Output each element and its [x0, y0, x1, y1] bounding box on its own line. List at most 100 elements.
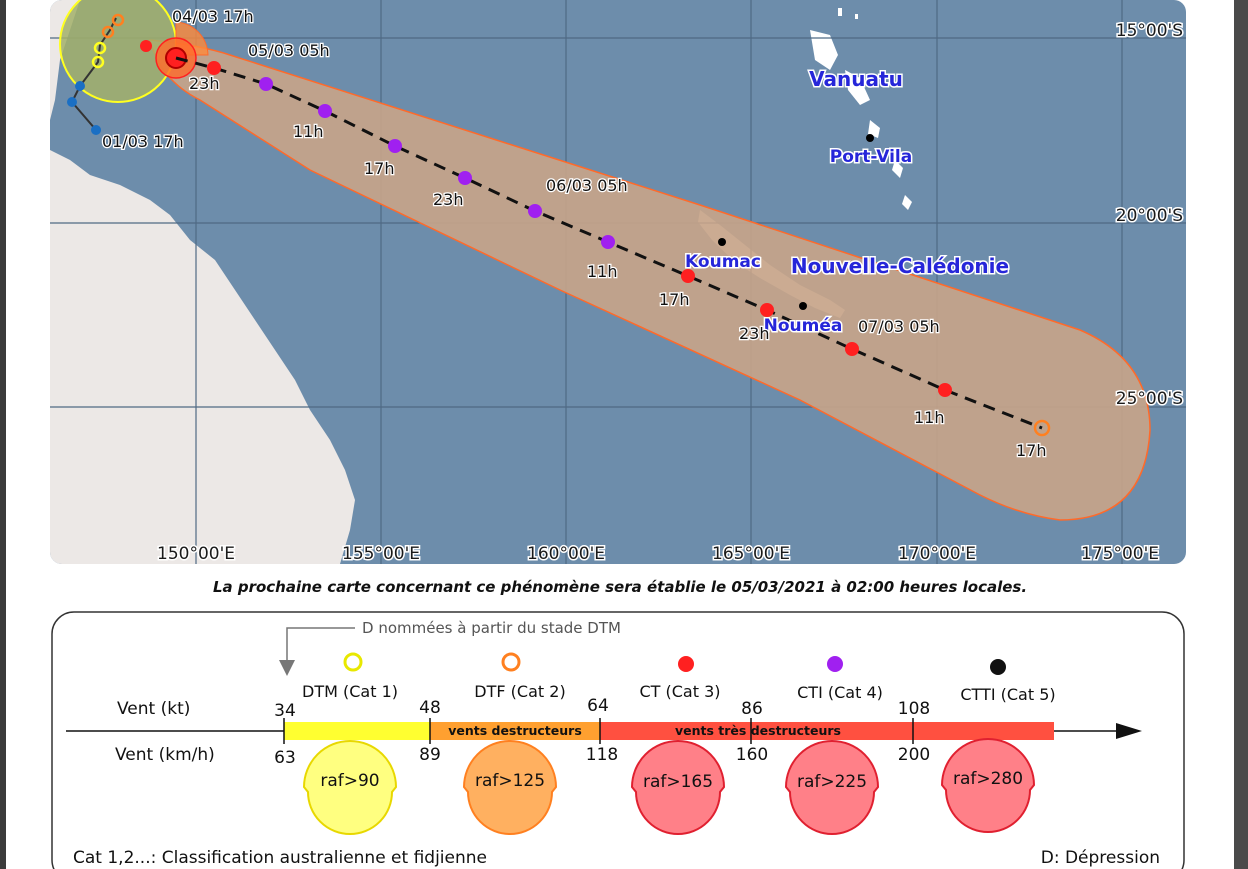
gust-label: raf>165: [643, 772, 713, 792]
past-track-points: [67, 13, 152, 135]
gust-label: raf>280: [953, 769, 1023, 789]
cti-symbol: [318, 104, 332, 118]
track-time-label: 04/03 17h: [172, 7, 254, 26]
track-map: 15°00'S 20°00'S 25°00'S 150°00'E 155°00'…: [50, 0, 1186, 564]
band-ct-plus: [600, 722, 1054, 740]
kt-tick: 86: [741, 699, 763, 719]
coordinate-labels: 15°00'S 20°00'S 25°00'S 150°00'E 155°00'…: [156, 20, 1185, 565]
track-time-label: 11h: [914, 408, 945, 427]
forecast-cone: [149, 39, 1151, 521]
footer-depression: D: Dépression: [1041, 848, 1160, 868]
band-label: vents destructeurs: [448, 723, 582, 738]
cti-symbol: [458, 171, 472, 185]
lon-label: 165°00'E: [712, 544, 790, 564]
kt-tick: 48: [419, 698, 441, 718]
lat-label: 20°00'S: [1116, 206, 1183, 226]
track-time-label: 05/03 05h: [248, 41, 330, 60]
track-time-label: 17h: [1016, 441, 1047, 460]
band-dtm: [284, 722, 430, 740]
lon-label: 150°00'E: [157, 544, 235, 564]
new-caledonia-label: Nouvelle-Calédonie: [791, 254, 1009, 278]
category-label: DTM (Cat 1): [302, 682, 398, 701]
kmh-tick: 160: [736, 745, 768, 765]
wind-kmh-label: Vent (km/h): [115, 745, 215, 765]
dtf-symbol: [1033, 419, 1051, 437]
kmh-tick: 89: [419, 745, 441, 765]
vanuatu-label: Vanuatu: [809, 67, 903, 91]
gust-label: raf>225: [797, 772, 867, 792]
d-note: D nommées à partir du stade DTM: [362, 619, 621, 637]
cti-symbol: [601, 235, 615, 249]
lat-label: 25°00'S: [1116, 389, 1183, 409]
gust-badge-ctti: [940, 738, 1036, 833]
kt-tick: 108: [898, 699, 930, 719]
gust-badge-dtf: [462, 740, 558, 835]
track-time-label: 11h: [587, 262, 618, 281]
band-label: vents très destructeurs: [675, 723, 841, 738]
cti-symbol-icon: [827, 656, 843, 672]
track-time-label: 01/03 17h: [102, 132, 184, 151]
vanuatu-islands: [810, 8, 912, 210]
lat-label: 15°00'S: [1116, 21, 1183, 41]
noumea-label: Nouméa: [764, 316, 843, 336]
d-note-leader: [286, 627, 355, 660]
ct-symbol: [681, 269, 695, 283]
kmh-tick: 118: [586, 745, 618, 765]
legend-panel: D nommées à partir du stade DTM DTM (Cat…: [51, 611, 1185, 869]
kmh-tick: 63: [274, 748, 296, 768]
gust-label: raf>90: [320, 771, 379, 791]
ct-symbol-icon: [678, 656, 694, 672]
track-time-label: 23h: [433, 190, 464, 209]
place-labels: Vanuatu Port-Vila Nouvelle-Calédonie Kou…: [684, 66, 1011, 338]
category-label: CT (Cat 3): [639, 682, 720, 701]
kt-tick: 64: [587, 696, 609, 716]
category-label: CTTI (Cat 5): [960, 685, 1055, 704]
track-time-label: 17h: [364, 159, 395, 178]
gust-badge-dtm: [302, 740, 398, 835]
port-vila-label: Port-Vila: [830, 147, 912, 167]
cti-symbol: [259, 77, 273, 91]
australia-land: [50, 150, 355, 564]
north-land: [50, 0, 80, 120]
category-labels: DTM (Cat 1) DTF (Cat 2) CT (Cat 3) CTI (…: [302, 682, 1056, 704]
wind-kt-label: Vent (kt): [117, 699, 190, 719]
track-time-label: 23h: [739, 324, 770, 343]
band-dtf: [430, 722, 600, 740]
dtm-symbol-icon: [343, 652, 363, 672]
gust-badges: [302, 738, 1036, 835]
koumac-dot: [718, 238, 726, 246]
cti-symbol: [528, 204, 542, 218]
lon-label: 175°00'E: [1081, 544, 1159, 564]
lon-label: 170°00'E: [898, 544, 976, 564]
window-right-edge: [1234, 0, 1248, 869]
dtf-symbol-icon: [501, 652, 521, 672]
gust-badge-ct: [630, 740, 726, 835]
band-labels: vents destructeurs vents très destructeu…: [448, 723, 841, 738]
koumac-label: Koumac: [685, 252, 761, 272]
track-time-label: 11h: [293, 122, 324, 141]
kmh-tick-values: 63 89 118 160 200: [274, 745, 930, 768]
noumea-dot: [799, 302, 807, 310]
track-time-labels: 04/03 17h 05/03 05h 23h 01/03 17h 11h 17…: [101, 6, 1048, 462]
d-note-arrow-icon: [279, 660, 295, 676]
ct-symbol: [207, 61, 221, 75]
axis-arrow-icon: [1116, 723, 1142, 739]
lon-label: 160°00'E: [527, 544, 605, 564]
ct-symbol: [845, 342, 859, 356]
kt-tick-values: 34 48 64 86 108: [274, 696, 930, 721]
window-left-edge: [0, 0, 6, 869]
track-time-label: 23h: [189, 74, 220, 93]
category-label: CTI (Cat 4): [797, 683, 883, 702]
port-vila-dot: [866, 134, 874, 142]
cti-symbol: [388, 139, 402, 153]
ct-symbol: [760, 303, 774, 317]
scale-ticks: [283, 718, 914, 744]
category-label: DTF (Cat 2): [474, 682, 565, 701]
footer-classification: Cat 1,2...: Classification australienne …: [73, 848, 487, 868]
track-time-label: 07/03 05h: [858, 317, 940, 336]
next-map-notice: La prochaine carte concernant ce phénomè…: [213, 578, 1027, 596]
forecast-track-points: [207, 61, 1051, 437]
ct-symbol: [938, 383, 952, 397]
kt-tick: 34: [274, 701, 296, 721]
